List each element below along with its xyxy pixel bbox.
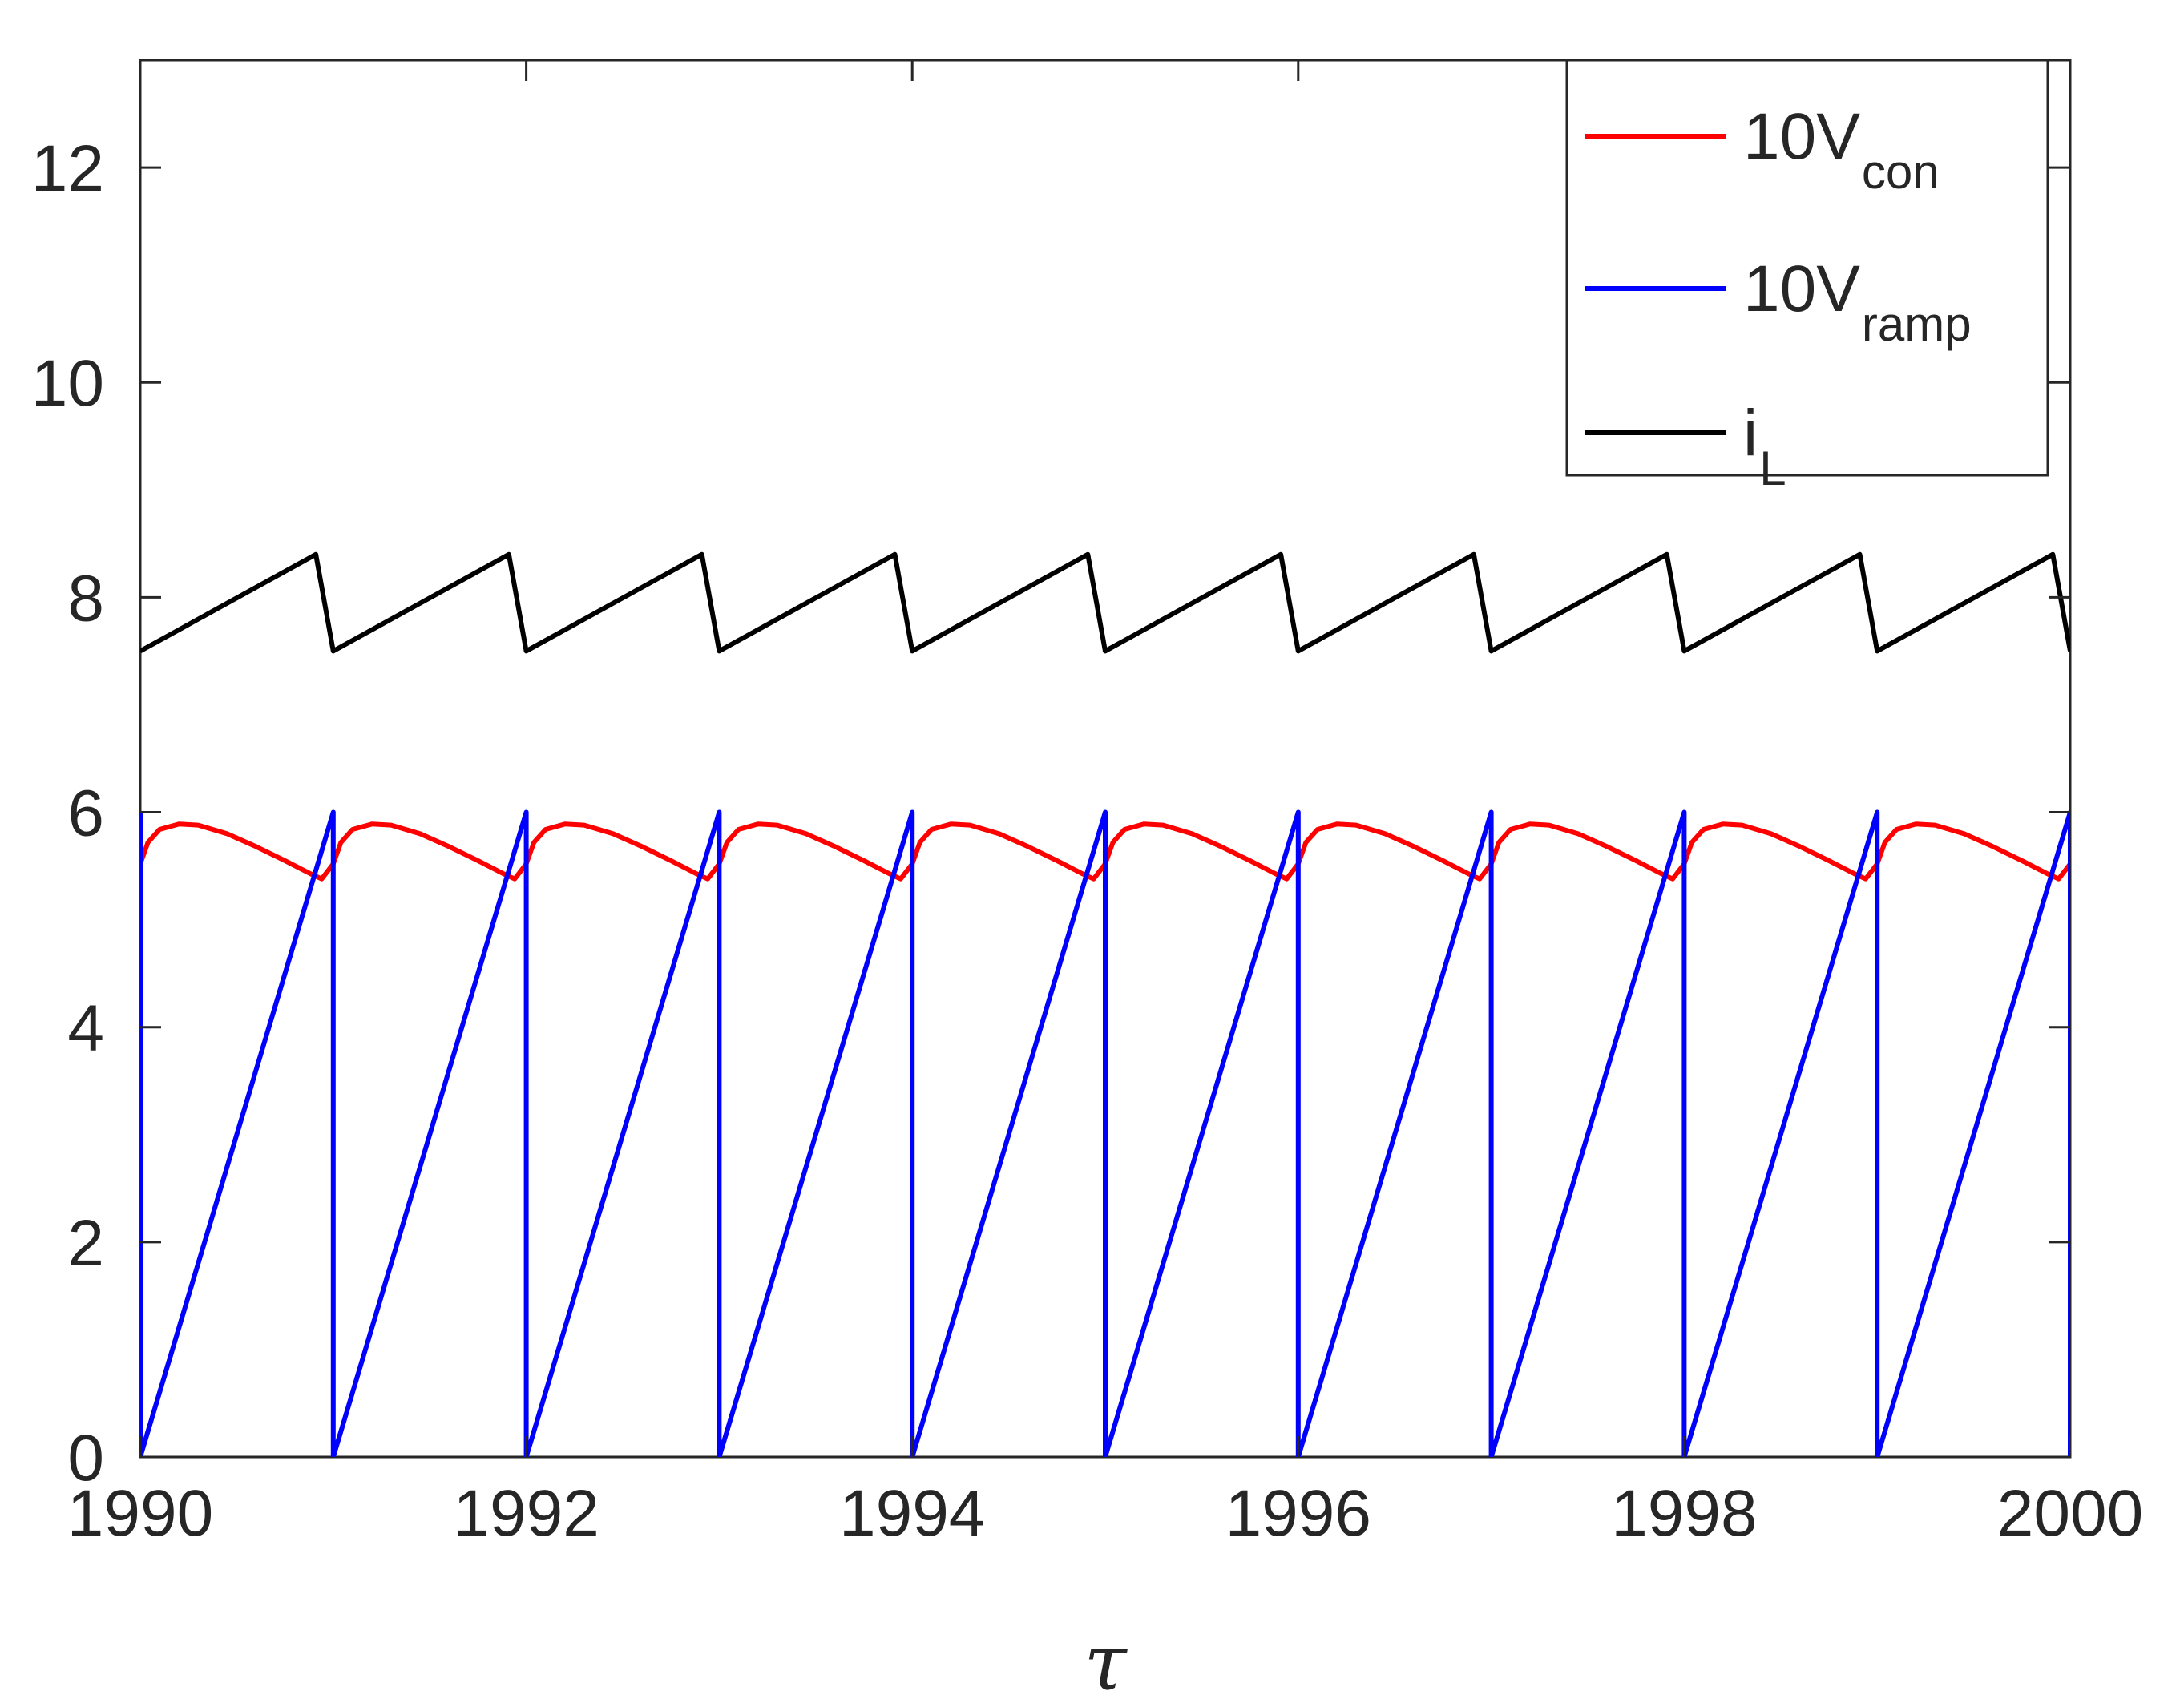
ticks-layer: 1990 1992 1994 1996 1998 2000 0 2 4 6 8 10 12 [31,60,2143,1550]
y-tick-label: 8 [67,562,104,635]
y-tick-label: 4 [67,992,104,1065]
series-line-10v-ramp [140,809,2070,1457]
y-tick-label: 12 [31,132,104,205]
y-tick-label: 6 [67,777,104,850]
legend-label: 10V [1743,252,1860,325]
x-tick-label: 2000 [1997,1477,2143,1550]
legend-label-subscript: ramp [1862,297,1972,351]
legend-label-subscript: L [1759,442,1786,495]
y-tick-label: 0 [67,1422,104,1495]
legend-label: i [1743,397,1758,470]
legend-label: 10V [1743,100,1860,173]
series-line-i-l [140,551,2070,654]
x-tick-label: 1996 [1225,1477,1371,1550]
legend-label-subscript: con [1862,145,1940,199]
x-tick-label: 1992 [453,1477,599,1550]
x-axis-label: τ [1084,1618,1128,1703]
x-tick-label: 1994 [839,1477,985,1550]
y-tick-label: 2 [67,1207,104,1280]
x-tick-label: 1998 [1611,1477,1757,1550]
legend-box [1565,59,2049,477]
x-tick-label: 1990 [67,1477,213,1550]
y-tick-label: 10 [31,347,104,420]
series-layer [140,551,2070,1457]
